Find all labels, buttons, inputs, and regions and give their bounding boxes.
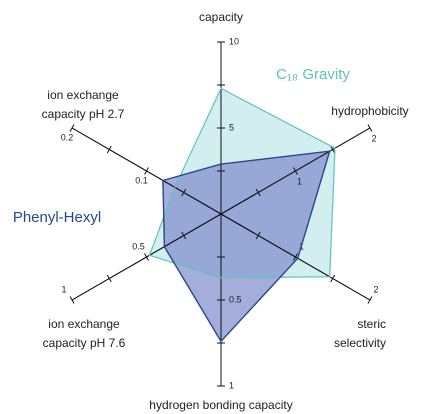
axis-label: ion exchange xyxy=(48,317,120,331)
axis-label: hydrogen bonding capacity xyxy=(149,398,292,412)
tick-mark xyxy=(106,145,112,154)
tick-label: 0.5 xyxy=(132,241,145,251)
tick-mark xyxy=(144,167,149,175)
tick-mark xyxy=(181,188,187,197)
tick-label: 0.1 xyxy=(135,175,148,185)
tick-mark xyxy=(106,274,112,283)
legend-label: C₁₈ Gravity xyxy=(276,66,350,83)
legend-label: Phenyl-Hexyl xyxy=(13,209,101,226)
axis-line xyxy=(71,127,371,301)
tick-label: 1 xyxy=(229,380,234,390)
tick-label: 1 xyxy=(297,176,302,186)
tick-label: 0.5 xyxy=(229,294,242,304)
axis-label: steric xyxy=(357,317,386,331)
axis-label: selectivity xyxy=(334,336,386,350)
tick-mark xyxy=(144,253,149,261)
tick-label: 2 xyxy=(373,284,378,294)
tick-label: 5 xyxy=(229,122,234,132)
tick-label: 10 xyxy=(229,36,239,46)
tick-label: 0.2 xyxy=(61,132,74,142)
axis-label: capacity xyxy=(199,10,243,24)
tick-mark xyxy=(181,231,187,240)
tick-mark xyxy=(69,296,75,304)
axis-label: ion exchange xyxy=(47,88,119,102)
axis-label: capacity pH 2.7 xyxy=(42,107,125,121)
series-area xyxy=(162,151,330,342)
tick-label: 1 xyxy=(62,284,67,294)
axis-label: hydrophobicity xyxy=(331,104,408,118)
tick-mark xyxy=(69,124,75,132)
tick-label: 2 xyxy=(371,133,376,143)
series-line xyxy=(162,150,331,343)
axis-label: capacity pH 7.6 xyxy=(43,336,126,350)
series-line xyxy=(148,87,336,279)
